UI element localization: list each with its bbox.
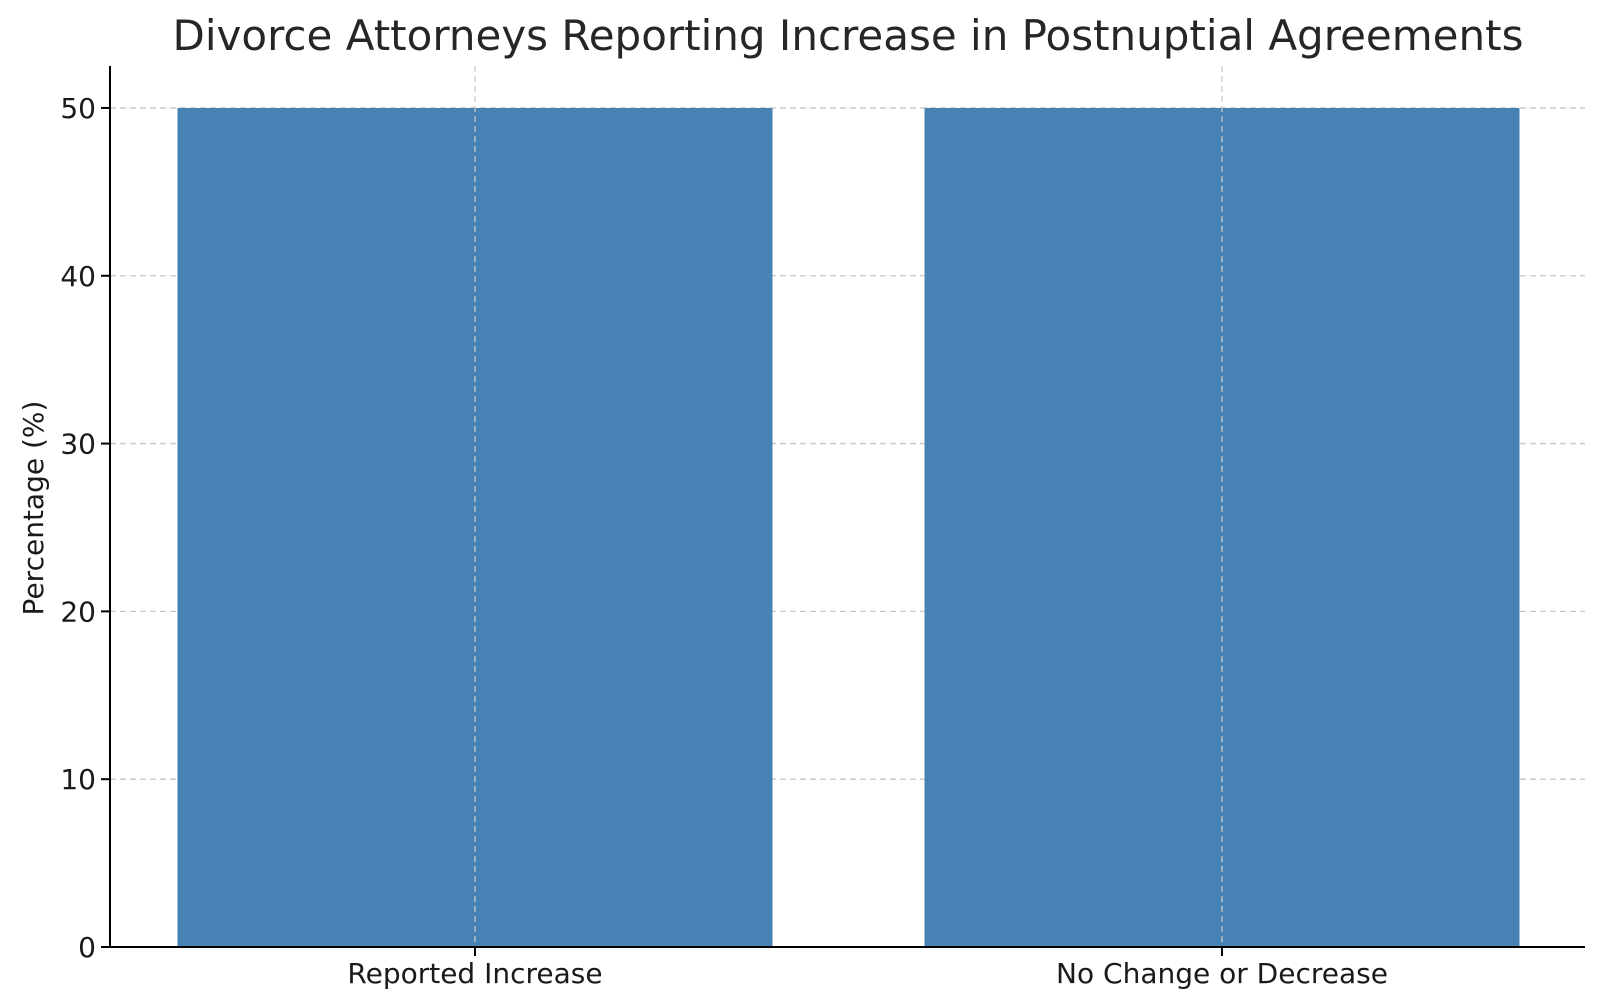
y-tick-label: 10 bbox=[60, 763, 96, 796]
x-tick-label: Reported Increase bbox=[347, 957, 602, 990]
y-tick-label: 20 bbox=[60, 595, 96, 628]
axes bbox=[101, 66, 1585, 956]
x-tick-label: No Change or Decrease bbox=[1056, 957, 1388, 990]
y-tick-label: 0 bbox=[78, 931, 96, 964]
chart-title: Divorce Attorneys Reporting Increase in … bbox=[173, 11, 1524, 60]
bars bbox=[177, 66, 1520, 947]
y-axis-label: Percentage (%) bbox=[17, 401, 50, 616]
y-tick-label: 30 bbox=[60, 428, 96, 461]
y-tick-label: 40 bbox=[60, 260, 96, 293]
labels: 0 10 20 30 40 50 Reported Increase No Change or… bbox=[60, 92, 1388, 990]
y-tick-label: 50 bbox=[60, 92, 96, 125]
